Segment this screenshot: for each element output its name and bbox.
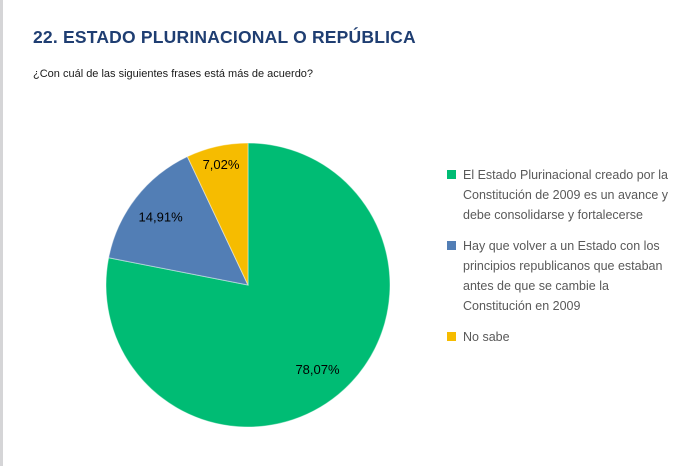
legend-label: Hay que volver a un Estado con los princ… xyxy=(463,239,663,313)
legend-item: Hay que volver a un Estado con los princ… xyxy=(447,236,677,316)
chart-legend: El Estado Plurinacional creado por la Co… xyxy=(447,165,677,358)
legend-item: El Estado Plurinacional creado por la Co… xyxy=(447,165,677,225)
pie-slice-3 xyxy=(186,142,249,286)
question-text: ¿Con cuál de las siguientes frases está … xyxy=(33,68,314,80)
section-title: 22. ESTADO PLURINACIONAL O REPÚBLICA xyxy=(33,27,416,47)
legend-swatch xyxy=(447,241,456,250)
pie-slice-label: 14,91% xyxy=(139,210,184,225)
pie-chart: 78,07% 14,91% 7,02% xyxy=(105,142,391,428)
legend-item: No sabe xyxy=(447,327,677,347)
legend-label: No sabe xyxy=(463,330,510,344)
left-edge-divider xyxy=(0,0,3,466)
pie-slice-label: 7,02% xyxy=(203,157,240,172)
legend-label: El Estado Plurinacional creado por la Co… xyxy=(463,168,668,222)
pie-slice-2 xyxy=(108,155,249,286)
legend-swatch xyxy=(447,170,456,179)
pie-slice-label: 78,07% xyxy=(295,362,340,377)
legend-swatch xyxy=(447,332,456,341)
pie-chart-svg: 78,07% 14,91% 7,02% xyxy=(105,142,391,428)
pie-slice-1 xyxy=(105,142,391,428)
